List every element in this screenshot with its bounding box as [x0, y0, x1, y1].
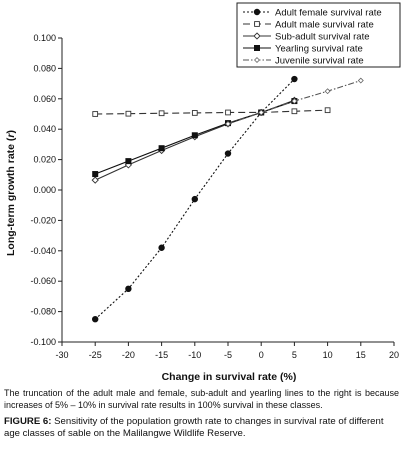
x-tick-label: 10: [323, 350, 333, 360]
y-tick-label: -0.020: [30, 215, 56, 225]
data-point: [357, 77, 364, 84]
x-tick-label: -25: [89, 350, 102, 360]
data-point: [158, 110, 165, 117]
data-point: [191, 195, 199, 203]
x-tick-label: -10: [188, 350, 201, 360]
x-tick-label: 20: [389, 350, 399, 360]
data-point: [125, 158, 132, 165]
series-adult-male-survival-rate: [92, 107, 331, 117]
y-tick-label: -0.060: [30, 276, 56, 286]
y-tick-label: 0.060: [33, 94, 56, 104]
x-tick-label: 15: [356, 350, 366, 360]
series-line: [95, 109, 328, 115]
data-point: [225, 120, 231, 127]
data-point: [258, 109, 265, 116]
x-tick-label: -15: [155, 350, 168, 360]
legend-swatch-marker: [253, 32, 261, 40]
y-tick-label: -0.100: [30, 337, 56, 347]
chart-note: The truncation of the adult male and fem…: [4, 388, 399, 410]
data-point: [191, 132, 198, 139]
y-axis-label: Long-term growth rate (r): [5, 130, 17, 256]
data-point: [225, 109, 231, 116]
figure-label: FIGURE 6:: [4, 416, 52, 427]
series-juvenile-survival-rate: [225, 77, 364, 127]
data-point: [92, 316, 99, 323]
legend-label: Adult female survival rate: [275, 7, 382, 18]
legend-swatch-marker: [254, 57, 260, 63]
x-tick-label: -20: [122, 350, 135, 360]
chart: -30 -25 -20 -15 -10 -5 0 5 10 15 20 0.100 0.080 0.060…: [5, 2, 401, 383]
legend-label: Juvenile survival rate: [275, 55, 364, 66]
x-axis-label: Change in survival rate (%): [162, 371, 297, 383]
data-point: [158, 145, 165, 152]
data-point: [291, 108, 298, 115]
y-tick-label: 0.080: [33, 63, 56, 73]
data-point: [324, 107, 331, 114]
legend-item-adult-male-survival-rate: Adult male survival rate: [243, 19, 374, 30]
data-point: [92, 111, 99, 117]
data-point: [191, 110, 198, 116]
data-point: [92, 171, 99, 178]
data-point: [158, 244, 165, 251]
legend-box: [236, 2, 401, 68]
data-point: [125, 285, 132, 292]
data-point: [224, 150, 232, 157]
data-point: [291, 75, 298, 83]
x-tick-label: -30: [55, 350, 68, 360]
x-tick-label: 0: [259, 350, 264, 360]
y-tick-label: 0.020: [33, 155, 56, 165]
data-point: [324, 88, 331, 95]
legend-item-yearling-survival-rate: Yearling survival rate: [243, 43, 363, 54]
legend-item-juvenile-survival-rate: Juvenile survival rate: [243, 55, 364, 66]
legend-label: Adult male survival rate: [275, 19, 374, 30]
legend-swatch-marker: [254, 21, 260, 27]
y-tick-label: -0.040: [30, 246, 56, 256]
figure-caption-text: Sensitivity of the population growth rat…: [4, 416, 384, 439]
y-tick-label: 0.100: [33, 33, 56, 43]
y-tick-label: 0.040: [33, 124, 56, 134]
figure-caption: FIGURE 6: Sensitivity of the population …: [4, 416, 399, 440]
x-tick-label: -5: [224, 350, 232, 360]
legend-swatch-marker: [254, 45, 260, 51]
data-point: [291, 98, 298, 105]
data-point: [91, 176, 99, 184]
axes: -30 -25 -20 -15 -10 -5 0 5 10 15 20 0.100 0.080 0.060…: [30, 33, 399, 360]
legend-label: Sub-adult survival rate: [275, 31, 370, 42]
legend-swatch-marker: [253, 8, 261, 16]
y-tick-label: 0.000: [33, 185, 56, 195]
series-layer: [91, 75, 364, 323]
legend-item-sub-adult-survival-rate: Sub-adult survival rate: [243, 31, 370, 42]
legend-item-adult-female-survival-rate: Adult female survival rate: [243, 7, 382, 18]
y-tick-label: -0.080: [30, 307, 56, 317]
legend-label: Yearling survival rate: [275, 43, 363, 54]
data-point: [125, 110, 132, 117]
x-tick-label: 5: [292, 350, 297, 360]
